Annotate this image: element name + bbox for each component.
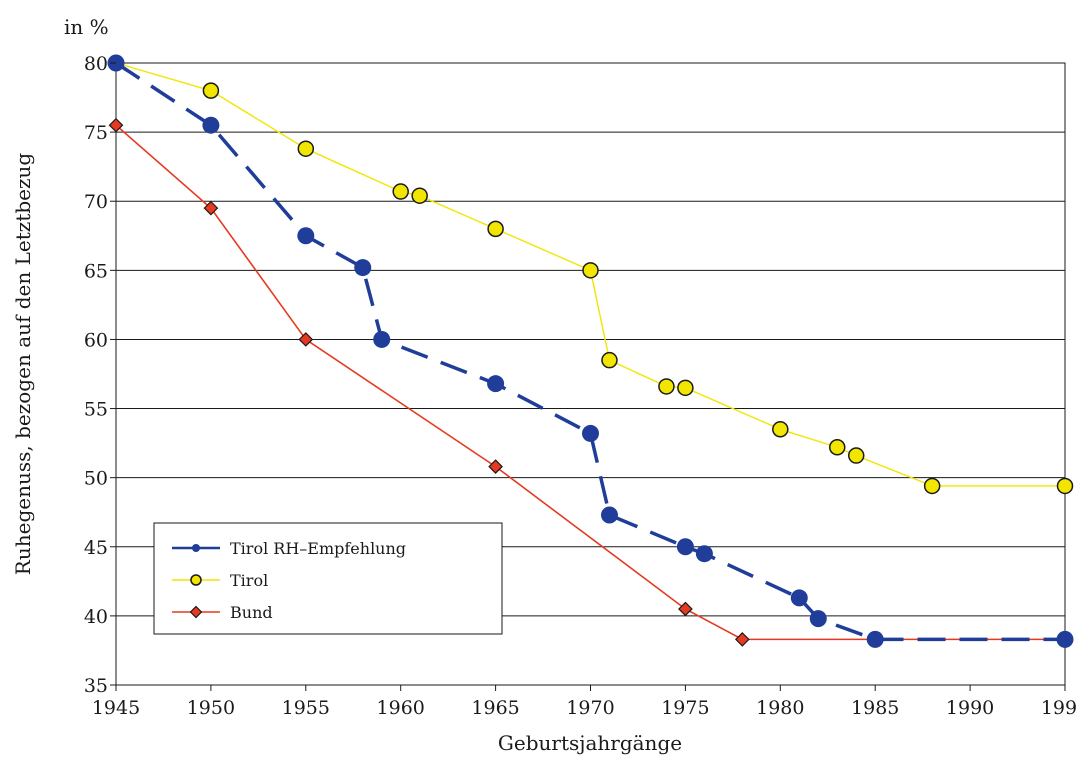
y-tick-label: 35	[84, 675, 108, 697]
y-tick-label: 55	[84, 399, 108, 421]
data-point-circle	[202, 116, 220, 134]
data-point-circle	[828, 439, 846, 456]
data-point-circle	[1056, 630, 1074, 648]
legend-label: Tirol	[230, 571, 268, 590]
data-point-circle	[487, 375, 505, 393]
data-point-circle	[582, 424, 599, 442]
x-tick-label: 1990	[946, 697, 994, 719]
y-tick-label: 60	[84, 329, 108, 351]
data-point-circle	[658, 378, 675, 395]
y-tick-label: 75	[84, 122, 108, 144]
data-point-circle	[695, 545, 713, 563]
series-tirol-rh-empfehlung	[107, 54, 1074, 648]
x-tick-label: 1955	[282, 697, 330, 719]
data-point-diamond	[189, 605, 203, 619]
data-point-circle	[297, 140, 315, 157]
data-point-circle	[866, 630, 884, 648]
data-point-circle	[582, 262, 599, 279]
y-unit-label: in %	[64, 15, 109, 39]
data-point-circle	[809, 610, 827, 628]
data-point-circle	[392, 183, 409, 200]
x-tick-label: 1995	[1041, 697, 1077, 719]
y-tick-label: 80	[84, 53, 108, 75]
data-point-circle	[190, 574, 202, 586]
x-tick-label: 1985	[851, 697, 899, 719]
data-point-diamond	[298, 332, 314, 347]
y-axis-title: Ruhegenuss, bezogen auf den Letztbezug	[11, 153, 35, 576]
data-point-circle	[676, 538, 694, 556]
data-point-circle	[354, 259, 372, 277]
legend-item: Tirol RH–Empfehlung	[172, 539, 406, 558]
series-layer	[107, 54, 1074, 648]
x-tick-label: 1980	[756, 697, 804, 719]
series-line	[115, 124, 1065, 641]
y-tick-label: 65	[84, 260, 108, 282]
data-point-circle	[487, 220, 504, 238]
y-tick-label: 45	[84, 537, 108, 559]
x-axis-title: Geburtsjahrgänge	[498, 731, 682, 755]
data-point-diamond	[488, 459, 503, 474]
x-tick-label: 1965	[471, 697, 519, 719]
y-tick-label: 50	[84, 468, 108, 490]
data-point-diamond	[203, 200, 219, 216]
tick-labels: 35 40 45 50 55 60 65 70 75 80 1945 1950 1955 1960 1965…	[84, 53, 1077, 719]
data-point-circle	[297, 227, 315, 245]
legend-box	[153, 522, 503, 635]
x-tick-label: 1970	[566, 697, 614, 719]
y-tick-label: 70	[84, 191, 108, 213]
data-point-diamond	[734, 632, 750, 647]
legend-label: Tirol RH–Empfehlung	[230, 539, 406, 558]
data-point-circle	[790, 589, 808, 607]
x-tick-label: 1960	[377, 697, 425, 719]
x-tick-label: 1975	[661, 697, 709, 719]
data-point-circle	[601, 351, 618, 369]
data-point-circle	[923, 477, 941, 495]
legend: Tirol RH–Empfehlung Tirol Bund	[153, 522, 503, 635]
data-point-circle	[373, 330, 391, 348]
data-point-circle	[847, 447, 865, 464]
legend-item: Tirol	[172, 571, 268, 590]
data-point-circle	[1056, 477, 1074, 495]
data-point-circle	[411, 187, 428, 204]
data-point-circle	[600, 506, 618, 524]
data-point-circle	[202, 82, 220, 99]
data-point-circle	[772, 421, 789, 438]
data-point-diamond	[678, 601, 693, 617]
legend-item: Bund	[172, 603, 273, 622]
legend-label: Bund	[230, 603, 273, 622]
y-tick-label: 40	[84, 606, 108, 628]
data-point-circle	[192, 544, 200, 552]
series-tirol	[107, 54, 1074, 495]
data-point-circle	[677, 379, 694, 397]
x-tick-label: 1945	[92, 697, 140, 719]
x-tick-label: 1950	[187, 697, 235, 719]
